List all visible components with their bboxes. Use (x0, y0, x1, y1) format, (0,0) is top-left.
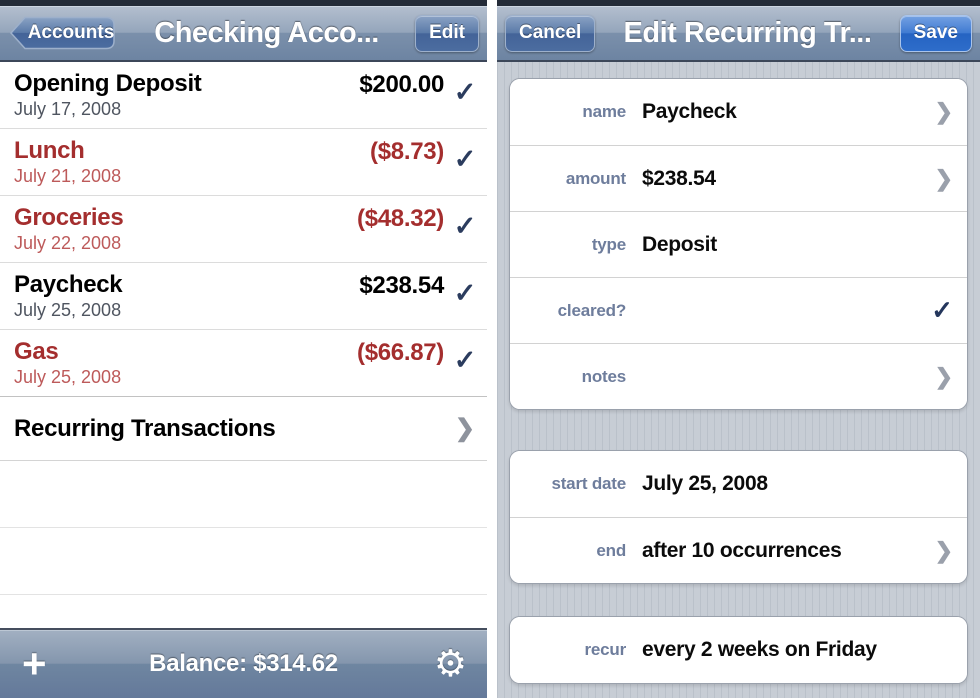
transaction-amount: $238.54 (359, 272, 444, 299)
left-toolbar: + Balance: $314.62 ⚙ (0, 628, 487, 698)
transaction-name: Lunch (14, 137, 85, 164)
transaction-amount: ($8.73) (370, 138, 444, 165)
transaction-date: July 17, 2008 (14, 99, 122, 119)
chevron-right-icon: ❯ (934, 165, 953, 191)
form-row-end[interactable]: end after 10 occurrences ❯ (510, 517, 967, 583)
transaction-row-groceries[interactable]: Groceries July 22, 2008 ($48.32) ✓ (0, 196, 487, 263)
chevron-right-icon: ❯ (454, 415, 475, 442)
field-label: end (596, 540, 626, 560)
transaction-name: Gas (14, 338, 59, 365)
recurring-transactions-row[interactable]: Recurring Transactions ❯ (0, 396, 487, 461)
transaction-amount: $200.00 (359, 71, 444, 98)
status-bar-strip (0, 0, 487, 6)
transaction-name: Groceries (14, 204, 124, 231)
cleared-checkmark-icon: ✓ (453, 211, 477, 241)
field-label: cleared? (557, 300, 627, 320)
form-row-type[interactable]: type Deposit (510, 211, 967, 277)
page-title: Checking Acco... (154, 16, 379, 49)
accounts-back-button[interactable]: Accounts (8, 14, 118, 52)
page-title: Edit Recurring Tr... (623, 16, 872, 49)
accounts-back-label: Accounts (27, 22, 115, 43)
field-label: start date (551, 474, 626, 493)
chevron-right-icon: ❯ (934, 99, 953, 124)
cleared-checkmark-icon: ✓ (931, 295, 953, 325)
empty-list-row (0, 461, 487, 528)
recurring-transactions-label: Recurring Transactions (14, 414, 276, 442)
save-button[interactable]: Save (899, 14, 972, 52)
edit-recurring-transaction-screen: Cancel Edit Recurring Tr... Save name Pa… (497, 0, 980, 698)
field-value: July 25, 2008 (642, 472, 768, 495)
chevron-right-icon: ❯ (934, 363, 953, 389)
field-value: every 2 weeks on Friday (642, 638, 877, 661)
form-group-recurrence: recur every 2 weeks on Friday (509, 616, 968, 684)
transaction-list: Opening Deposit July 17, 2008 $200.00 ✓ … (0, 62, 487, 595)
checking-account-screen: Accounts Checking Acco... Edit Opening D… (0, 0, 487, 698)
transaction-text: Groceries July 22, 2008 (14, 203, 357, 255)
edit-button[interactable]: Edit (415, 14, 479, 52)
status-bar-strip (497, 0, 980, 6)
left-navbar: Accounts Checking Acco... Edit (0, 6, 487, 62)
field-value: Deposit (642, 232, 717, 256)
transaction-text: Gas July 25, 2008 (14, 337, 357, 389)
right-navbar: Cancel Edit Recurring Tr... Save (497, 6, 980, 62)
field-value: Paycheck (642, 100, 737, 123)
field-label: type (591, 234, 626, 254)
form-row-notes[interactable]: notes ❯ (510, 343, 967, 409)
transaction-text: Opening Deposit July 17, 2008 (14, 69, 359, 121)
cancel-button[interactable]: Cancel (505, 14, 596, 52)
balance-label: Balance: $314.62 (149, 650, 338, 677)
transaction-date: July 21, 2008 (14, 166, 122, 186)
transaction-row-gas[interactable]: Gas July 25, 2008 ($66.87) ✓ (0, 330, 487, 397)
transaction-text: Lunch July 21, 2008 (14, 136, 370, 188)
transaction-row-lunch[interactable]: Lunch July 21, 2008 ($8.73) ✓ (0, 129, 487, 196)
transaction-name: Paycheck (14, 271, 123, 298)
transaction-date: July 25, 2008 (14, 300, 122, 320)
add-transaction-button[interactable]: + (22, 640, 47, 687)
transaction-date: July 22, 2008 (14, 233, 122, 253)
transaction-date: July 25, 2008 (14, 367, 122, 387)
cleared-checkmark-icon: ✓ (453, 278, 477, 308)
field-label: name (582, 102, 626, 121)
field-value: $238.54 (642, 166, 716, 190)
transaction-amount: ($66.87) (357, 339, 444, 366)
form-row-amount[interactable]: amount $238.54 ❯ (510, 145, 967, 211)
recurring-transaction-form: name Paycheck ❯ amount $238.54 ❯ type De… (497, 62, 980, 684)
cleared-checkmark-icon: ✓ (453, 144, 477, 174)
field-value: after 10 occurrences (642, 538, 842, 562)
form-row-start-date[interactable]: start date July 25, 2008 (510, 451, 967, 517)
back-button-shape (9, 16, 115, 50)
form-group-details: name Paycheck ❯ amount $238.54 ❯ type De… (509, 78, 968, 410)
form-row-cleared[interactable]: cleared? ✓ (510, 277, 967, 343)
transaction-row-paycheck[interactable]: Paycheck July 25, 2008 $238.54 ✓ (0, 263, 487, 330)
form-row-name[interactable]: name Paycheck ❯ (510, 79, 967, 145)
transaction-name: Opening Deposit (14, 70, 202, 97)
field-label: amount (565, 168, 626, 188)
form-group-schedule: start date July 25, 2008 end after 10 oc… (509, 450, 968, 584)
cleared-checkmark-icon: ✓ (453, 77, 477, 107)
transaction-amount: ($48.32) (357, 205, 444, 232)
form-row-recur[interactable]: recur every 2 weeks on Friday (510, 617, 967, 683)
cleared-checkmark-icon: ✓ (453, 345, 477, 375)
field-label: notes (581, 366, 627, 386)
chevron-right-icon: ❯ (934, 537, 953, 563)
settings-gear-button[interactable]: ⚙ (433, 643, 467, 684)
transaction-text: Paycheck July 25, 2008 (14, 270, 359, 322)
empty-list-row (0, 528, 487, 595)
transaction-row-opening-deposit[interactable]: Opening Deposit July 17, 2008 $200.00 ✓ (0, 62, 487, 129)
field-label: recur (584, 640, 626, 659)
